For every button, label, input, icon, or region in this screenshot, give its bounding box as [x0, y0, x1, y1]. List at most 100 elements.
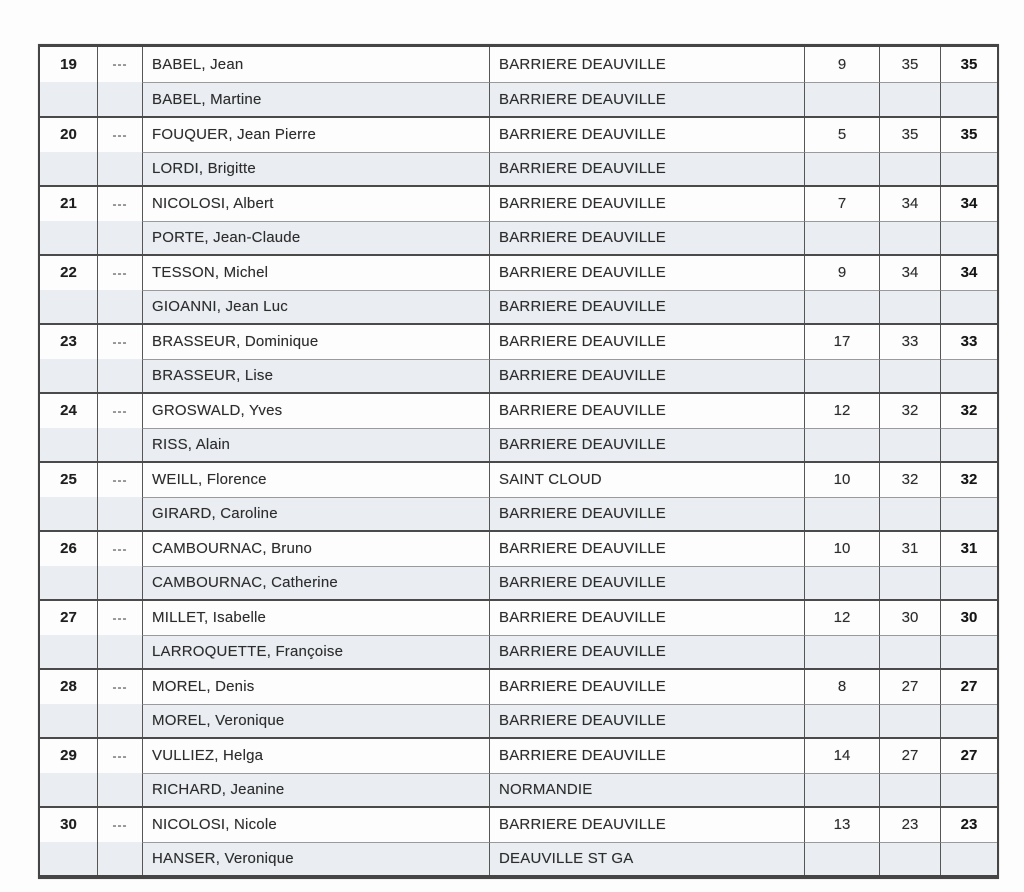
player1-club: BARRIERE DEAUVILLE: [489, 187, 804, 221]
score1-cell: 12: [804, 394, 879, 428]
player1-name: TESSON, Michel: [142, 256, 489, 290]
score2-cell: 31: [879, 532, 940, 566]
rank-cell-empty: [40, 358, 97, 392]
score2-cell-empty: [879, 565, 940, 599]
total-cell: 34: [940, 256, 997, 290]
rank-cell-empty: [40, 81, 97, 116]
dash-cell: ---: [97, 532, 142, 566]
total-cell: 33: [940, 325, 997, 359]
player1-club: BARRIERE DEAUVILLE: [489, 325, 804, 359]
score1-cell: 12: [804, 601, 879, 635]
score2-cell: 27: [879, 670, 940, 704]
player1-name: WEILL, Florence: [142, 463, 489, 497]
player1-name: GROSWALD, Yves: [142, 394, 489, 428]
rank-cell: 23: [60, 333, 77, 351]
score1-cell: 5: [804, 118, 879, 152]
player2-club: NORMANDIE: [489, 772, 804, 806]
total-cell-empty: [940, 703, 997, 737]
score1-cell: 9: [804, 256, 879, 290]
rank-cell-empty: [40, 289, 97, 323]
score1-cell-empty: [804, 565, 879, 599]
total-cell: 35: [940, 47, 997, 82]
rank-cell: 29: [60, 747, 77, 765]
total-cell-empty: [940, 772, 997, 806]
player1-name: CAMBOURNAC, Bruno: [142, 532, 489, 566]
rank-cell-empty: [40, 772, 97, 806]
total-cell-empty: [940, 358, 997, 392]
rank-cell: 19: [60, 55, 77, 73]
score2-cell-empty: [879, 151, 940, 185]
rank-cell-empty: [40, 151, 97, 185]
score2-cell: 23: [879, 808, 940, 842]
rank-cell-empty: [40, 496, 97, 530]
player2-club: BARRIERE DEAUVILLE: [489, 81, 804, 116]
score2-cell-empty: [879, 289, 940, 323]
table-row: 27 --- MILLET, Isabelle BARRIERE DEAUVIL…: [40, 599, 997, 668]
score1-cell: 17: [804, 325, 879, 359]
score2-cell-empty: [879, 772, 940, 806]
score2-cell-empty: [879, 496, 940, 530]
player1-club: BARRIERE DEAUVILLE: [489, 394, 804, 428]
dash-cell: ---: [97, 325, 142, 359]
total-cell-empty: [940, 220, 997, 254]
dash-cell: ---: [97, 256, 142, 290]
rank-cell: 28: [60, 678, 77, 696]
player1-name: MILLET, Isabelle: [142, 601, 489, 635]
dash-cell: ---: [97, 739, 142, 773]
total-cell: 31: [940, 532, 997, 566]
player2-club: DEAUVILLE ST GA: [489, 841, 804, 875]
results-table: 19 --- BABEL, Jean BARRIERE DEAUVILLE 9 …: [38, 44, 999, 879]
total-cell: 32: [940, 463, 997, 497]
player2-club: BARRIERE DEAUVILLE: [489, 427, 804, 461]
rank-cell-empty: [40, 634, 97, 668]
score1-cell: 9: [804, 47, 879, 82]
score2-cell: 30: [879, 601, 940, 635]
total-cell: 30: [940, 601, 997, 635]
table-row: 26 --- CAMBOURNAC, Bruno BARRIERE DEAUVI…: [40, 530, 997, 599]
player1-club: BARRIERE DEAUVILLE: [489, 739, 804, 773]
rank-cell-empty: [40, 427, 97, 461]
score2-cell-empty: [879, 220, 940, 254]
player2-name: BABEL, Martine: [142, 81, 489, 116]
total-cell: 27: [940, 739, 997, 773]
rank-cell-empty: [40, 841, 97, 875]
table-row: 28 --- MOREL, Denis BARRIERE DEAUVILLE 8…: [40, 668, 997, 737]
score2-cell: 34: [879, 256, 940, 290]
score1-cell-empty: [804, 289, 879, 323]
table-row: 22 --- TESSON, Michel BARRIERE DEAUVILLE…: [40, 254, 997, 323]
player1-club: BARRIERE DEAUVILLE: [489, 47, 804, 82]
score2-cell: 35: [879, 118, 940, 152]
total-cell-empty: [940, 81, 997, 116]
player1-name: VULLIEZ, Helga: [142, 739, 489, 773]
player2-name: RISS, Alain: [142, 427, 489, 461]
dash-cell-empty: [97, 634, 142, 668]
player2-club: BARRIERE DEAUVILLE: [489, 565, 804, 599]
player2-name: PORTE, Jean-Claude: [142, 220, 489, 254]
player2-club: BARRIERE DEAUVILLE: [489, 289, 804, 323]
total-cell-empty: [940, 565, 997, 599]
player2-name: BRASSEUR, Lise: [142, 358, 489, 392]
player2-name: CAMBOURNAC, Catherine: [142, 565, 489, 599]
total-cell-empty: [940, 634, 997, 668]
score2-cell: 32: [879, 394, 940, 428]
player1-name: NICOLOSI, Albert: [142, 187, 489, 221]
rank-cell: 25: [60, 471, 77, 489]
player2-name: GIRARD, Caroline: [142, 496, 489, 530]
total-cell-empty: [940, 841, 997, 875]
total-cell: 32: [940, 394, 997, 428]
rank-cell: 22: [60, 264, 77, 282]
score2-cell: 34: [879, 187, 940, 221]
total-cell-empty: [940, 427, 997, 461]
player1-club: BARRIERE DEAUVILLE: [489, 670, 804, 704]
table-row: 20 --- FOUQUER, Jean Pierre BARRIERE DEA…: [40, 116, 997, 185]
dash-cell-empty: [97, 772, 142, 806]
player1-name: NICOLOSI, Nicole: [142, 808, 489, 842]
score2-cell: 33: [879, 325, 940, 359]
score1-cell-empty: [804, 220, 879, 254]
rank-cell: 26: [60, 540, 77, 558]
player1-name: BRASSEUR, Dominique: [142, 325, 489, 359]
player2-name: HANSER, Veronique: [142, 841, 489, 875]
total-cell-empty: [940, 151, 997, 185]
score1-cell: 10: [804, 463, 879, 497]
